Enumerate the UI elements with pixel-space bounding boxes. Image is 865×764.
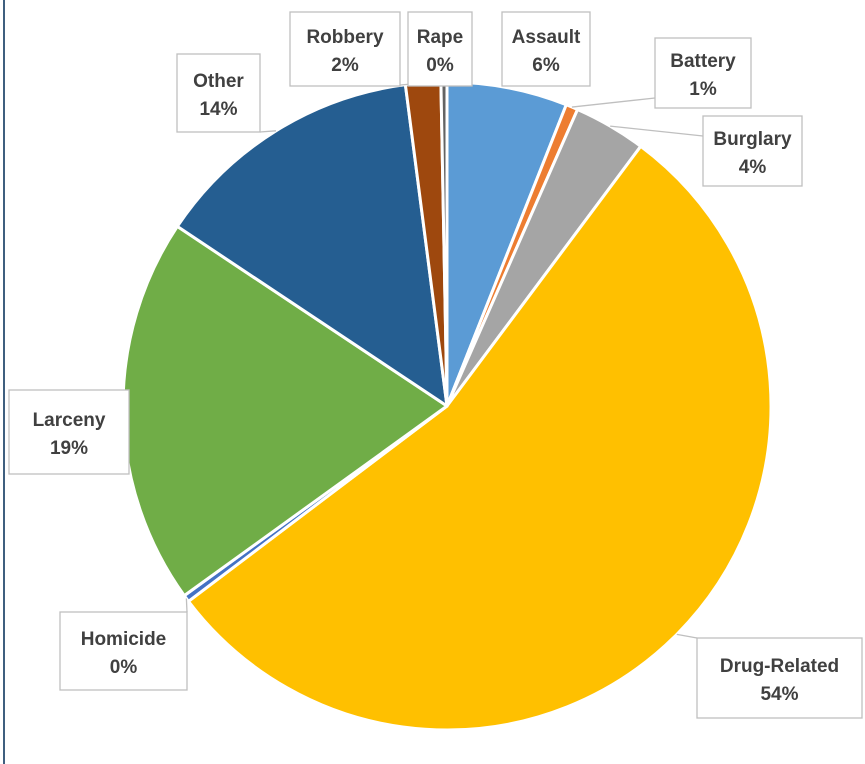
data-label-category: Robbery [306,27,384,48]
data-label-category: Larceny [33,410,106,431]
data-label-robbery: Robbery 2% [289,11,401,87]
leader-line-other [259,130,277,133]
data-label-percent: 0% [426,55,454,76]
data-label-assault: Assault 6% [501,11,591,87]
data-label-percent: 6% [532,55,560,76]
leader-line-drug-related [676,633,698,639]
data-label-percent: 54% [760,684,798,705]
data-label-category: Rape [417,27,463,48]
data-label-category: Drug-Related [720,656,839,677]
left-border [3,0,5,764]
leader-line-burglary [610,125,704,137]
data-label-rape: Rape 0% [407,11,473,87]
data-labels: Assault 6% Battery 1% Burglary 4% Drug-Related… [8,11,863,719]
data-label-percent: 1% [689,79,717,100]
data-label-percent: 4% [739,157,767,178]
data-label-category: Burglary [713,129,792,150]
data-label-percent: 19% [50,438,88,459]
data-label-box [289,11,401,87]
data-label-box [59,611,188,691]
pie-slices [121,80,773,732]
data-label-battery: Battery 1% [654,37,752,109]
leader-line-homicide [185,598,188,613]
data-label-other: Other 14% [176,53,261,133]
data-label-box [8,389,130,475]
data-label-percent: 0% [110,657,138,678]
leader-line-battery [571,97,656,108]
data-label-homicide: Homicide 0% [59,611,188,691]
data-label-box [501,11,591,87]
data-label-box [696,637,863,719]
pie-slice-other [175,83,449,408]
data-label-larceny: Larceny 19% [8,389,130,475]
data-label-category: Homicide [81,629,167,650]
data-label-category: Other [193,71,244,92]
data-label-drug-related: Drug-Related 54% [696,637,863,719]
data-label-box [407,11,473,87]
data-label-box [176,53,261,133]
data-label-percent: 14% [199,99,237,120]
data-label-box [654,37,752,109]
data-label-category: Battery [670,51,736,72]
data-label-box [702,115,803,187]
data-label-category: Assault [512,27,581,48]
data-label-burglary: Burglary 4% [702,115,803,187]
data-label-percent: 2% [331,55,359,76]
